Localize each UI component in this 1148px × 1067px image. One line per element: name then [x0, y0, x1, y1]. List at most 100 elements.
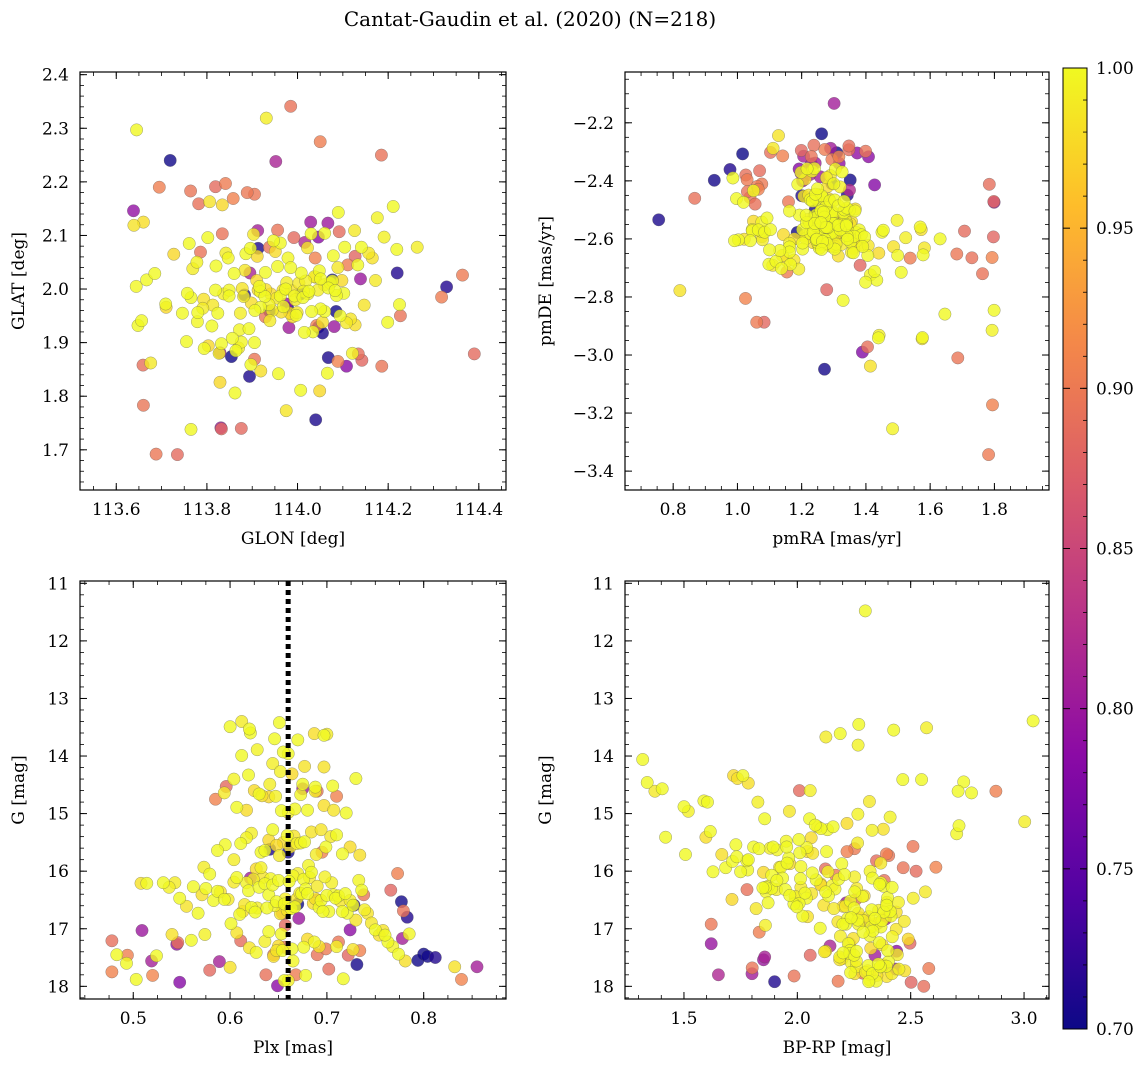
data-point — [759, 918, 772, 932]
data-point — [868, 912, 882, 925]
data-point — [916, 331, 929, 344]
x-tick-label: 0.7 — [313, 1009, 340, 1029]
data-point — [272, 716, 286, 729]
data-point — [787, 969, 801, 983]
data-point — [346, 943, 360, 956]
y-tick-label: 11 — [592, 574, 614, 594]
data-point — [826, 820, 840, 834]
axes-frame — [624, 580, 1050, 1000]
data-point — [254, 861, 268, 875]
data-point — [205, 319, 219, 333]
data-point — [314, 272, 327, 286]
data-point — [965, 786, 978, 800]
data-point — [299, 969, 312, 982]
data-point — [799, 208, 813, 222]
data-point — [754, 0, 766, 6]
data-point — [655, 782, 669, 796]
data-point — [804, 150, 818, 163]
data-point — [652, 213, 666, 227]
data-point — [933, 232, 947, 246]
data-point — [354, 240, 368, 254]
data-point — [758, 812, 772, 826]
data-point — [965, 251, 979, 265]
data-point — [455, 973, 468, 986]
data-point — [456, 268, 469, 282]
data-point — [987, 303, 1001, 317]
data-point — [815, 127, 828, 141]
data-point — [906, 840, 920, 853]
data-point — [817, 205, 830, 219]
y-tick-label: 12 — [592, 632, 614, 652]
data-point — [355, 883, 369, 897]
data-point — [350, 958, 364, 971]
data-point — [269, 789, 282, 803]
colorbar-tick-label: 0.70 — [1096, 1020, 1134, 1040]
data-point — [748, 197, 762, 211]
data-point — [150, 949, 163, 963]
data-point — [332, 225, 346, 239]
x-tick-label: 2.0 — [784, 1009, 811, 1029]
x-tick-label: 1.2 — [788, 500, 815, 520]
data-point — [730, 850, 744, 864]
scatter-panel-sky-position: 113.6 113.8 114.0 114.2 114.4 1.7 1.8 1.9 2.0 2.1… — [9, 66, 507, 549]
colorbar: 0.70 0.75 0.80 0.85 0.90 0.95 1.00 — [1062, 59, 1134, 1040]
data-points — [0, 0, 484, 993]
data-point — [268, 732, 281, 746]
scatter-panel-parallax-magnitude: 0.5 0.6 0.7 0.8 11 12 13 14 15 16 17 18 Plx [mas] G [… — [0, 0, 507, 1058]
data-point — [794, 872, 807, 886]
data-point — [156, 876, 170, 890]
data-point — [222, 289, 236, 303]
data-point — [242, 322, 256, 336]
x-tick-label: 1.8 — [981, 500, 1008, 520]
data-point — [186, 880, 200, 894]
data-point — [215, 198, 229, 212]
data-point — [287, 231, 301, 245]
data-point — [0, 0, 6, 6]
data-point — [346, 898, 360, 912]
data-point — [319, 840, 333, 854]
data-point — [770, 874, 784, 887]
scatter-panel-proper-motion: 0.8 1.0 1.2 1.4 1.6 1.8 −3.4 −3.2 −3.0 −2.8 −2.6 −2… — [536, 0, 1050, 549]
data-point — [749, 902, 763, 915]
data-point — [369, 274, 382, 287]
data-point — [740, 883, 754, 896]
data-point — [393, 298, 406, 311]
x-axis-label: Plx [mas] — [253, 1038, 333, 1058]
x-axis-label: pmRA [mas/yr] — [772, 529, 901, 549]
x-tick-label: 114.4 — [454, 500, 503, 520]
data-point — [227, 267, 241, 280]
data-point — [800, 0, 812, 6]
data-point — [191, 306, 205, 319]
data-point — [800, 0, 812, 6]
data-point — [957, 775, 971, 789]
data-point — [129, 279, 143, 293]
data-point — [807, 138, 821, 152]
data-point — [856, 925, 870, 939]
data-point — [327, 320, 341, 333]
data-point — [0, 0, 6, 6]
data-point — [896, 861, 910, 875]
y-tick-label: 15 — [592, 805, 614, 825]
data-point — [794, 860, 808, 873]
data-point — [0, 0, 6, 6]
data-point — [808, 818, 822, 832]
data-point — [792, 833, 806, 846]
data-point — [238, 263, 252, 277]
data-point — [938, 307, 952, 321]
x-tick-label: 3.0 — [1011, 1009, 1038, 1029]
data-point — [985, 323, 999, 337]
y-tick-label: 17 — [592, 920, 614, 940]
data-point — [317, 728, 331, 742]
data-point — [219, 177, 232, 190]
data-point — [783, 889, 797, 902]
data-point — [859, 275, 872, 289]
data-point — [874, 856, 888, 870]
data-point — [831, 974, 845, 988]
data-point — [0, 0, 6, 6]
data-point — [819, 885, 833, 899]
data-point — [242, 768, 255, 782]
data-point — [318, 226, 332, 240]
data-point — [214, 337, 228, 351]
y-tick-label: 18 — [592, 977, 614, 997]
